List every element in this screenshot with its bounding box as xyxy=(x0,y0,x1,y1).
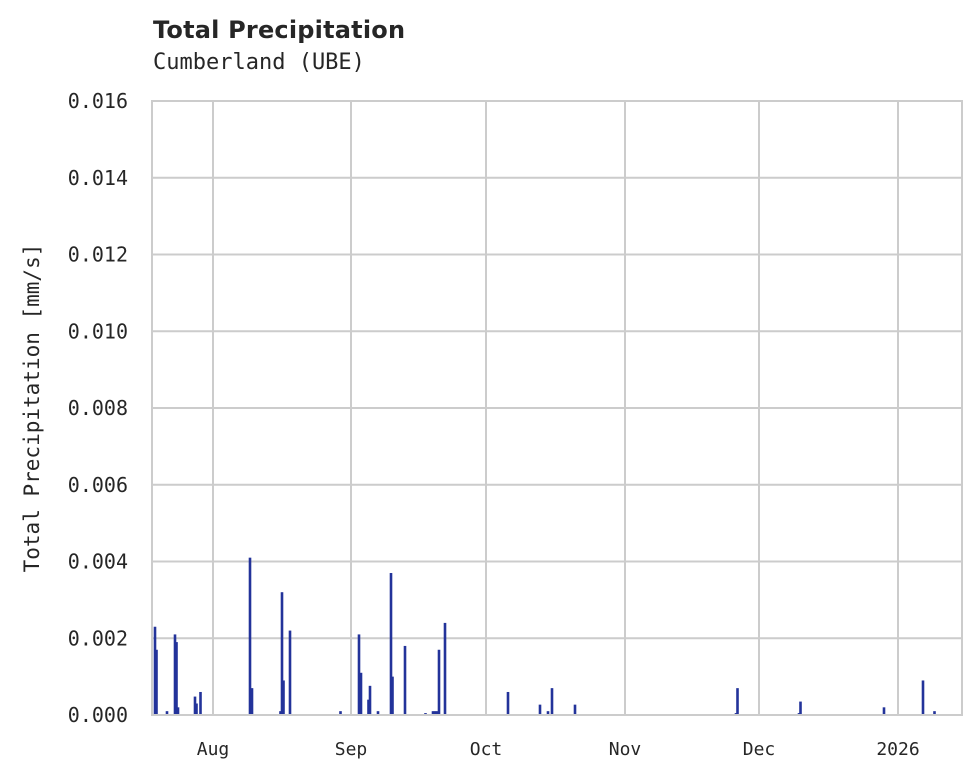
y-tick-label: 0.006 xyxy=(68,473,128,497)
precip-bar xyxy=(437,649,441,715)
x-axis-ticks: Aug Sep Oct Nov Dec 2026 xyxy=(197,739,920,760)
precip-bar xyxy=(933,711,936,715)
precip-bar xyxy=(175,642,178,715)
precip-bar xyxy=(367,699,370,715)
x-tick-label: Aug xyxy=(197,739,230,760)
precip-bar xyxy=(443,622,447,715)
y-tick-label: 0.014 xyxy=(68,166,128,190)
precip-bar xyxy=(359,672,363,715)
precip-bar xyxy=(546,711,550,715)
precip-bar xyxy=(882,707,886,715)
precip-bar xyxy=(431,711,435,715)
precip-bar xyxy=(376,711,380,715)
precip-bar xyxy=(195,703,198,715)
precip-bar xyxy=(736,688,739,715)
precip-bar xyxy=(250,688,254,715)
precip-bar xyxy=(248,557,252,715)
precip-bar xyxy=(153,626,157,715)
precip-bar xyxy=(368,685,372,715)
precip-bar xyxy=(538,704,542,715)
x-tick-label: 2026 xyxy=(876,739,919,760)
x-tick-label: Oct xyxy=(470,739,503,760)
grid-lines xyxy=(152,100,962,716)
plot-frame xyxy=(151,100,963,716)
precip-bar xyxy=(799,701,802,715)
y-tick-label: 0.004 xyxy=(68,550,128,574)
precip-bar xyxy=(391,676,394,715)
precip-bar xyxy=(921,680,925,715)
precip-bar xyxy=(433,711,437,715)
precip-bar xyxy=(193,696,197,715)
chart-subtitle: Cumberland (UBE) xyxy=(153,50,365,75)
precip-bar xyxy=(339,711,342,715)
y-tick-label: 0.000 xyxy=(68,703,128,727)
precip-bar xyxy=(165,711,169,715)
precip-bar xyxy=(573,704,577,715)
precip-bar xyxy=(550,688,554,715)
x-tick-label: Nov xyxy=(609,739,642,760)
y-tick-label: 0.002 xyxy=(68,626,128,650)
precip-bar xyxy=(403,645,407,715)
y-tick-label: 0.012 xyxy=(68,243,128,267)
precip-bar xyxy=(389,573,393,715)
precip-bar xyxy=(155,649,158,715)
precip-bar xyxy=(435,711,439,715)
y-tick-label: 0.010 xyxy=(68,319,128,343)
precip-bar xyxy=(199,691,202,715)
x-tick-label: Dec xyxy=(743,739,776,760)
y-tick-label: 0.008 xyxy=(68,396,128,420)
precip-bar xyxy=(357,634,361,715)
chart-title: Total Precipitation xyxy=(153,16,406,44)
precip-bar xyxy=(506,691,510,715)
precip-bar xyxy=(280,592,284,715)
x-tick-label: Sep xyxy=(335,739,368,760)
precip-bar xyxy=(176,707,180,715)
precip-bar xyxy=(282,680,285,715)
precip-bar xyxy=(279,711,282,715)
y-axis-ticks: 0.000 0.002 0.004 0.006 0.008 0.010 0.012 0.014… xyxy=(68,89,128,727)
precip-bar xyxy=(288,630,292,715)
precipitation-bars xyxy=(153,557,936,715)
precip-bar xyxy=(173,634,177,715)
y-tick-label: 0.016 xyxy=(68,89,128,113)
